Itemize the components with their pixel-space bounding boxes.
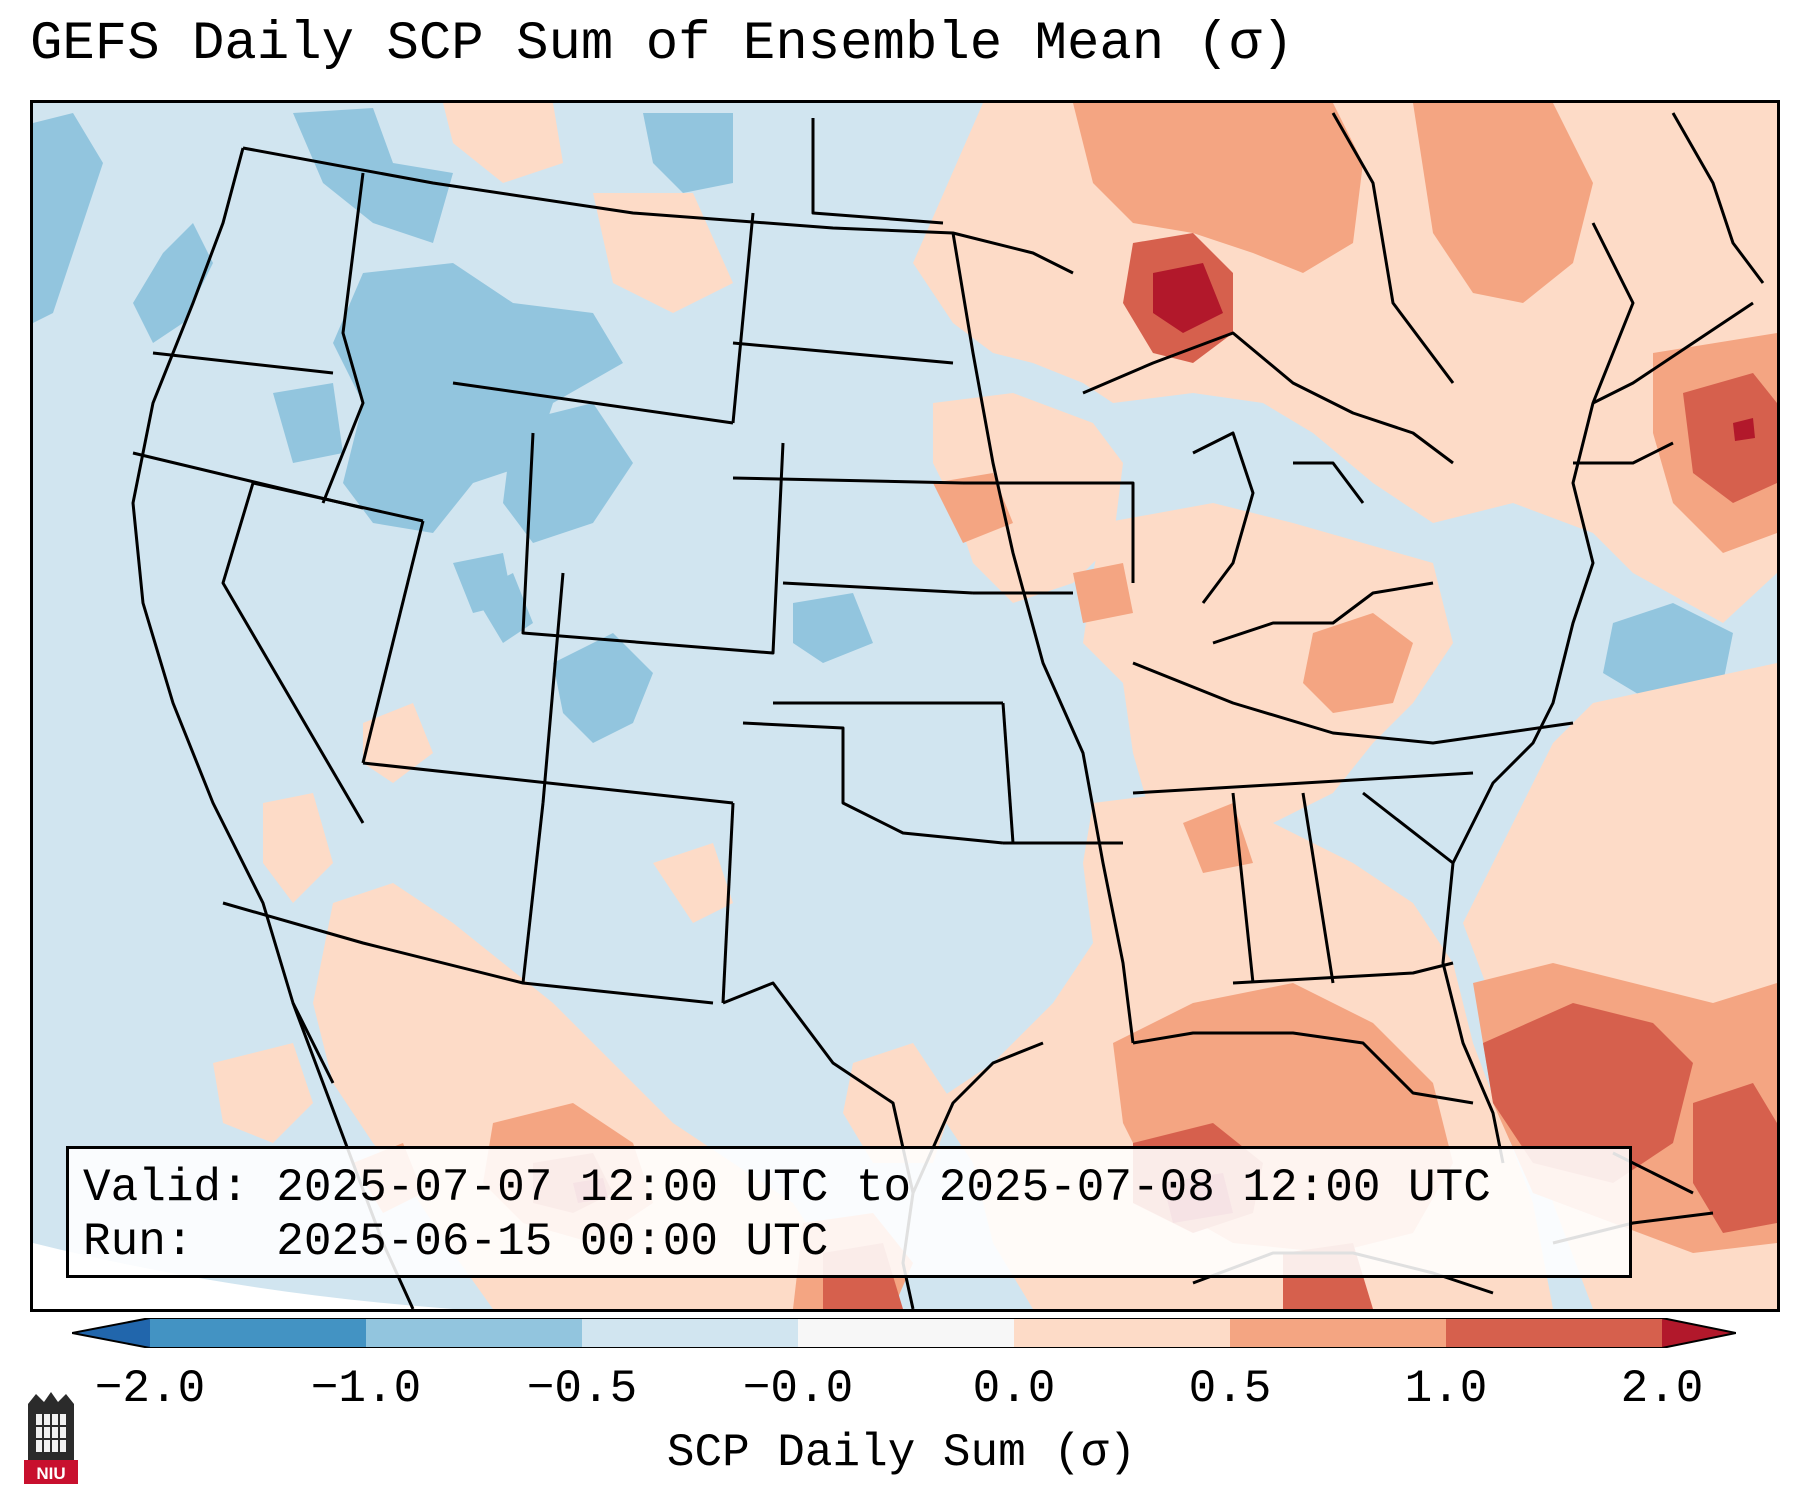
colorbar-tick-label: −1.0	[310, 1363, 422, 1415]
colorbar	[72, 1318, 1736, 1348]
colorbar-extend-low	[72, 1318, 150, 1348]
niu-logo: NIU	[24, 1392, 78, 1484]
valid-line: Valid: 2025-07-07 12:00 UTC to 2025-07-0…	[83, 1165, 1491, 1211]
colorbar-tick-label: −0.5	[526, 1363, 638, 1415]
colorbar-tick-label: 2.0	[1620, 1363, 1704, 1415]
valid-run-info-box: Valid: 2025-07-07 12:00 UTC to 2025-07-0…	[66, 1146, 1632, 1278]
colorbar-segment	[1446, 1318, 1662, 1348]
map-title: GEFS Daily SCP Sum of Ensemble Mean (σ)	[30, 14, 1294, 75]
colorbar-segment	[582, 1318, 798, 1348]
negative-anomaly-regions	[33, 108, 1733, 743]
colorbar-segment	[366, 1318, 582, 1348]
valid-label: Valid:	[83, 1162, 249, 1214]
colorbar-tick-label: 1.0	[1404, 1363, 1488, 1415]
colorbar-tick-label: 0.0	[972, 1363, 1056, 1415]
state-boundaries	[131, 112, 1765, 1309]
map-panel	[30, 100, 1780, 1312]
colorbar-segment	[798, 1318, 1014, 1348]
colorbar-tick-label: −0.0	[742, 1363, 854, 1415]
scp-anomaly-map	[33, 103, 1777, 1309]
run-value: 2025-06-15 00:00 UTC	[276, 1216, 829, 1268]
colorbar-extend-high	[1662, 1318, 1736, 1348]
run-label: Run:	[83, 1216, 194, 1268]
valid-value: 2025-07-07 12:00 UTC to 2025-07-08 12:00…	[276, 1162, 1491, 1214]
colorbar-tick-label: 0.5	[1188, 1363, 1272, 1415]
run-line: Run: 2025-06-15 00:00 UTC	[83, 1219, 828, 1265]
projection-edge	[33, 1243, 453, 1309]
colorbar-segment	[1230, 1318, 1446, 1348]
colorbar-label: SCP Daily Sum (σ)	[666, 1427, 1137, 1479]
colorbar-segment	[1014, 1318, 1230, 1348]
colorbar-segment	[150, 1318, 366, 1348]
logo-text: NIU	[36, 1464, 65, 1483]
colorbar-tick-label: −2.0	[94, 1363, 206, 1415]
